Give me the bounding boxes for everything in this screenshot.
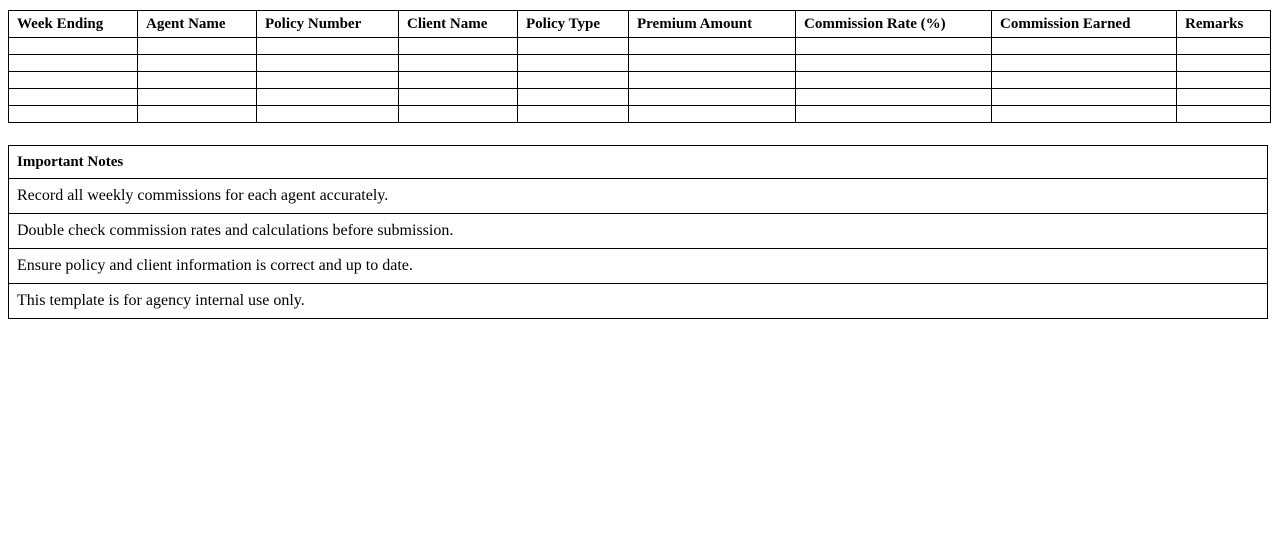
empty-cell xyxy=(1176,105,1271,123)
note-row: Record all weekly commissions for each a… xyxy=(8,178,1268,214)
notes-table: Important Notes Record all weekly commis… xyxy=(8,145,1268,319)
note-row: Ensure policy and client information is … xyxy=(8,248,1268,284)
notes-title-row: Important Notes xyxy=(8,145,1268,179)
note-item: Ensure policy and client information is … xyxy=(8,248,1268,284)
empty-cell xyxy=(795,37,992,55)
empty-cell xyxy=(628,54,796,72)
empty-cell xyxy=(256,37,399,55)
empty-cell xyxy=(137,105,257,123)
empty-cell xyxy=(8,105,138,123)
empty-cell xyxy=(398,54,518,72)
empty-cell xyxy=(1176,71,1271,89)
empty-cell xyxy=(517,54,629,72)
column-header-remarks: Remarks xyxy=(1176,10,1271,38)
commission-table-header-row: Week Ending Agent Name Policy Number Cli… xyxy=(8,10,1271,38)
note-item: This template is for agency internal use… xyxy=(8,283,1268,319)
empty-cell xyxy=(8,71,138,89)
table-row xyxy=(8,37,1271,55)
empty-cell xyxy=(628,37,796,55)
empty-cell xyxy=(137,37,257,55)
empty-cell xyxy=(137,71,257,89)
empty-cell xyxy=(795,54,992,72)
empty-cell xyxy=(795,105,992,123)
note-item: Double check commission rates and calcul… xyxy=(8,213,1268,249)
empty-cell xyxy=(991,37,1177,55)
column-header-week-ending: Week Ending xyxy=(8,10,138,38)
empty-cell xyxy=(517,88,629,106)
commission-table-body xyxy=(8,37,1271,123)
empty-cell xyxy=(991,71,1177,89)
empty-cell xyxy=(137,88,257,106)
empty-cell xyxy=(517,37,629,55)
table-row xyxy=(8,71,1271,89)
notes-title: Important Notes xyxy=(8,145,1268,179)
column-header-agent-name: Agent Name xyxy=(137,10,257,38)
empty-cell xyxy=(628,88,796,106)
empty-cell xyxy=(517,105,629,123)
empty-cell xyxy=(991,54,1177,72)
empty-cell xyxy=(256,54,399,72)
column-header-policy-type: Policy Type xyxy=(517,10,629,38)
table-row xyxy=(8,88,1271,106)
note-item: Record all weekly commissions for each a… xyxy=(8,178,1268,214)
empty-cell xyxy=(8,88,138,106)
column-header-client-name: Client Name xyxy=(398,10,518,38)
empty-cell xyxy=(628,71,796,89)
empty-cell xyxy=(795,71,992,89)
column-header-commission-earned: Commission Earned xyxy=(991,10,1177,38)
column-header-commission-rate: Commission Rate (%) xyxy=(795,10,992,38)
empty-cell xyxy=(137,54,257,72)
empty-cell xyxy=(1176,54,1271,72)
empty-cell xyxy=(795,88,992,106)
note-row: This template is for agency internal use… xyxy=(8,283,1268,319)
empty-cell xyxy=(991,105,1177,123)
column-header-policy-number: Policy Number xyxy=(256,10,399,38)
table-row xyxy=(8,105,1271,123)
empty-cell xyxy=(398,71,518,89)
empty-cell xyxy=(517,71,629,89)
empty-cell xyxy=(256,105,399,123)
empty-cell xyxy=(398,105,518,123)
empty-cell xyxy=(991,88,1177,106)
empty-cell xyxy=(8,54,138,72)
empty-cell xyxy=(398,88,518,106)
empty-cell xyxy=(628,105,796,123)
empty-cell xyxy=(398,37,518,55)
column-header-premium-amount: Premium Amount xyxy=(628,10,796,38)
note-row: Double check commission rates and calcul… xyxy=(8,213,1268,249)
empty-cell xyxy=(256,71,399,89)
empty-cell xyxy=(1176,37,1271,55)
empty-cell xyxy=(8,37,138,55)
empty-cell xyxy=(1176,88,1271,106)
commission-table: Week Ending Agent Name Policy Number Cli… xyxy=(8,10,1271,123)
table-row xyxy=(8,54,1271,72)
empty-cell xyxy=(256,88,399,106)
